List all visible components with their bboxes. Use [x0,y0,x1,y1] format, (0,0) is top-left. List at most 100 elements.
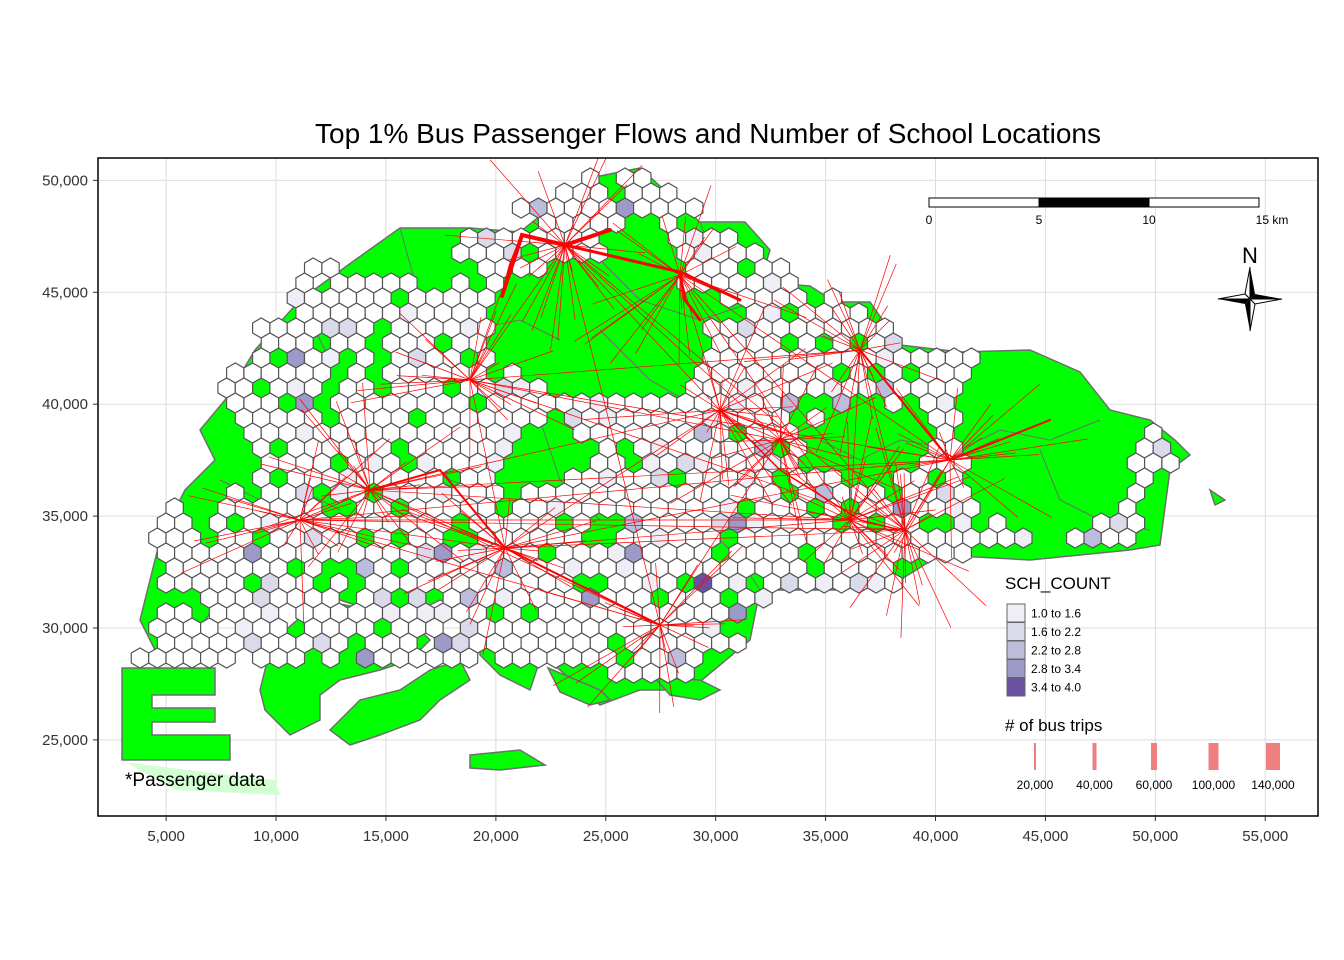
y-tick-label: 25,000 [42,732,88,749]
hex-cell [269,647,288,669]
panel-border [97,157,1319,817]
hex-cell [849,572,869,594]
sch-legend-title: SCH_COUNT [1005,574,1111,593]
hex-cell [1161,452,1180,474]
hex-cell [1117,527,1137,549]
hex-cell [814,572,834,594]
hex-cell [511,197,531,219]
hex-cell [641,662,661,684]
legend-swatch [1006,603,1026,623]
hex-cell [252,647,271,669]
x-axis-ticks: 5,000 10,000 15,000 20,000 25,000 30,000 35,00… [147,816,1288,845]
hex-cell [407,647,427,669]
passenger-data-overlay [122,760,280,795]
legend-label: 3.4 to 4.0 [1031,681,1081,695]
x-tick-label: 20,000 [473,828,519,845]
ubin-island [1208,488,1227,507]
x-tick-label: 40,000 [913,828,959,845]
hex-cell [1083,527,1102,549]
hex-cell [1100,527,1120,549]
hex-cell [581,557,600,579]
hex-cell [174,572,193,594]
sch-count-legend: SCH_COUNT 1.0 to 1.6 1.6 to 2.2 2.2 to 2.8… [1005,574,1111,697]
hex-cell [390,647,410,669]
hex-cell [200,647,219,669]
north-arrow: N [1217,243,1283,332]
x-tick-label: 45,000 [1022,828,1068,845]
hex-cell [581,647,600,669]
x-tick-label: 35,000 [803,828,849,845]
passenger-data-note: *Passenger data [125,770,266,791]
hex-cell [884,392,903,414]
legend-label: 2.2 to 2.8 [1031,644,1081,658]
trips-legend-bar [1034,743,1036,770]
hex-cell [979,527,999,549]
hex-cell [607,662,626,684]
hex-cell [624,662,643,684]
hex-cell [598,497,617,519]
legend-label: 2.8 to 3.4 [1031,662,1081,676]
hex-cell [996,527,1016,549]
y-tick-label: 40,000 [42,396,88,413]
hex-cell [607,212,626,234]
hex-cell [217,647,236,669]
hex-cell [797,572,817,594]
hex-cell [130,647,150,669]
hex-cell [511,647,531,669]
hex-cell [182,647,202,669]
hex-cell [373,647,392,669]
trips-legend-label: 100,000 [1192,778,1236,792]
hex-cell [148,647,167,669]
hex-cell [953,542,973,564]
trips-legend-bar [1208,743,1219,770]
thin-flow-lines [181,158,1088,714]
trips-legend-title: # of bus trips [1005,716,1102,735]
hex-cell [754,587,773,609]
southern-spit [469,749,548,771]
hex-cell [832,572,851,594]
scale-label-10: 10 [1142,213,1156,227]
south-island-2 [546,666,612,706]
legend-swatch [1006,622,1026,641]
north-label: N [1242,243,1258,268]
hex-cell [728,602,747,624]
legend-swatch [1006,640,1026,660]
hex-cell [866,572,886,594]
scale-label-5: 5 [1036,213,1043,227]
x-tick-label: 15,000 [363,828,409,845]
hex-cell [806,407,825,429]
x-tick-label: 5,000 [147,828,185,845]
hex-cell [442,647,461,669]
map-title: Top 1% Bus Passenger Flows and Number of… [315,118,1101,149]
y-axis-ticks: 50,000 45,000 40,000 35,000 30,000 25,000 [42,172,98,749]
compass-rose-icon [1217,266,1283,332]
hex-cell [546,647,566,669]
y-tick-label: 35,000 [42,508,88,525]
legend-swatch [1006,659,1026,678]
hex-cell [165,647,184,669]
hex-cell [563,647,583,669]
hex-cell [684,197,704,219]
legend-swatch [1006,677,1026,697]
hex-cell [425,647,444,669]
trips-legend-label: 140,000 [1251,778,1295,792]
hex-cell [529,647,548,669]
hex-cell [459,647,479,669]
y-tick-label: 50,000 [42,172,88,189]
hex-cell [1014,527,1033,549]
jurong-island [328,659,471,746]
hex-cell [355,647,375,669]
x-tick-label: 30,000 [693,828,739,845]
x-tick-label: 50,000 [1132,828,1178,845]
x-tick-label: 25,000 [583,828,629,845]
hex-cell [1065,527,1085,549]
hex-cell [728,632,747,654]
scale-label-15: 15 km [1256,213,1289,227]
y-tick-label: 45,000 [42,284,88,301]
scale-bar: 0 5 10 15 km [926,197,1289,227]
hex-cell [156,572,176,594]
legend-label: 1.0 to 1.6 [1031,607,1081,621]
trips-legend-bar [1092,743,1097,770]
hex-cell [780,572,799,594]
